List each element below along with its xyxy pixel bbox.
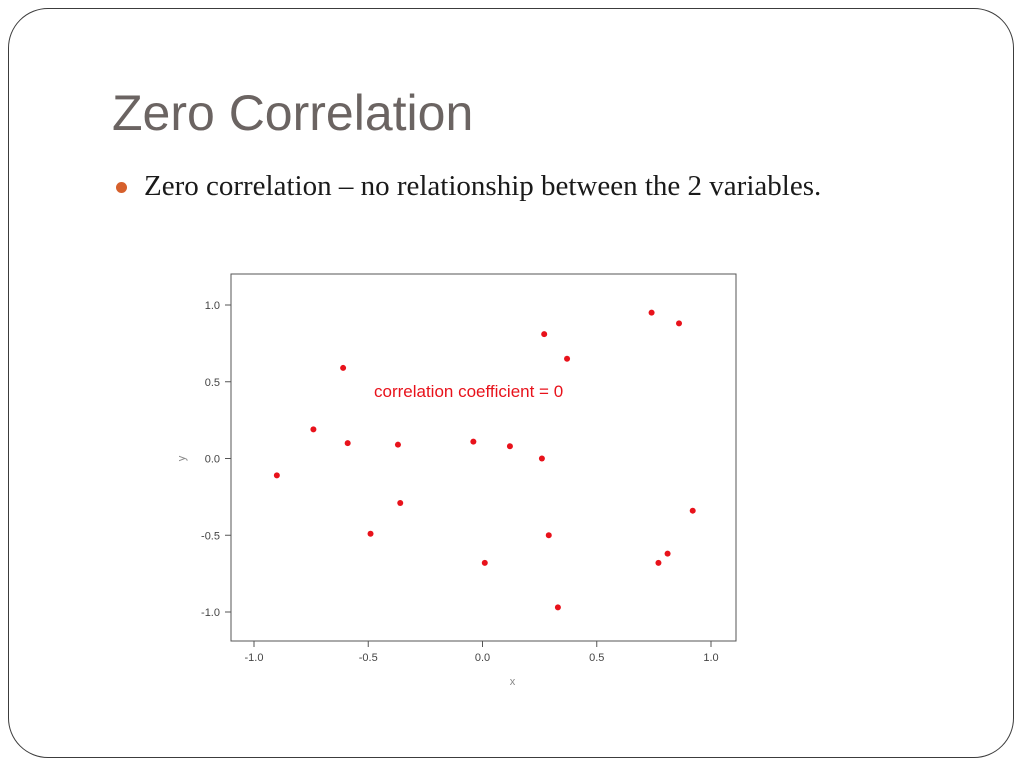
x-tick-label: 0.5	[589, 652, 604, 664]
bullet-dot-icon	[116, 182, 127, 193]
y-tick-label: -0.5	[201, 530, 220, 542]
data-point	[648, 309, 655, 316]
data-point	[506, 443, 513, 450]
scatter-chart: -1.0 -0.5 0.0 0.5 1.0 1.0 0.5 0.0 -0.5 -1.0 x y corr…	[176, 273, 737, 688]
data-point	[310, 426, 317, 433]
data-point	[470, 438, 477, 445]
bullet-text: Zero correlation – no relationship betwe…	[144, 170, 822, 202]
x-tick-label: -1.0	[245, 652, 264, 664]
y-tick-label: 0.5	[205, 377, 220, 389]
slide-title: Zero Correlation	[112, 85, 474, 141]
y-tick-label: 1.0	[205, 300, 220, 312]
data-point	[340, 364, 347, 371]
data-point	[273, 472, 280, 479]
data-point	[545, 532, 552, 539]
annotation-label: correlation coefficient = 0	[374, 382, 563, 401]
data-point	[689, 507, 696, 514]
x-axis-label: x	[510, 676, 516, 688]
data-point	[394, 441, 401, 448]
plot-area	[230, 273, 737, 642]
y-axis-label: y	[176, 455, 188, 461]
data-point	[538, 455, 545, 462]
data-point	[344, 440, 351, 447]
data-point	[397, 500, 404, 507]
data-point	[541, 331, 548, 338]
data-point	[676, 320, 683, 327]
x-tick-label: -0.5	[359, 652, 378, 664]
data-point	[554, 604, 561, 611]
data-point	[564, 355, 571, 362]
y-tick-label: -1.0	[201, 607, 220, 619]
data-point	[367, 530, 374, 537]
y-tick-label: 0.0	[205, 454, 220, 466]
x-tick-label: 0.0	[475, 652, 490, 664]
data-point	[481, 559, 488, 566]
data-point	[655, 559, 662, 566]
data-point	[664, 550, 671, 557]
x-tick-label: 1.0	[703, 652, 718, 664]
